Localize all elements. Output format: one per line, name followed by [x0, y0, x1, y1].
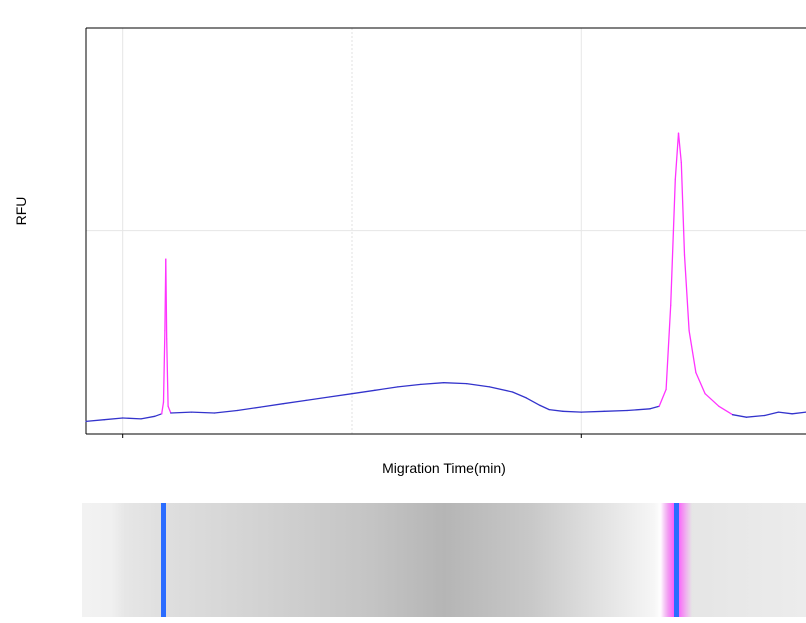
trace-segment	[603, 409, 628, 412]
trace-peak-segment	[670, 178, 676, 307]
trace-peak-segment	[718, 405, 734, 416]
trace-segment	[511, 391, 527, 399]
trace-segment	[122, 417, 142, 420]
trace-segment	[154, 413, 163, 417]
trace-segment	[649, 405, 660, 410]
trace-peak-segment	[665, 304, 672, 391]
trace-segment	[351, 389, 376, 395]
trace-segment	[259, 403, 284, 408]
trace-segment	[525, 397, 541, 407]
gel-background	[82, 503, 806, 617]
trace-peak-segment	[162, 329, 166, 403]
trace-peak-segment	[167, 405, 172, 414]
trace-segment	[140, 415, 156, 420]
x-axis-label: Migration Time(min)	[382, 460, 506, 476]
trace-peak-segment	[166, 338, 169, 407]
trace-segment	[305, 396, 330, 402]
trace-segment	[548, 408, 564, 412]
trace-peak-segment	[677, 132, 682, 164]
trace-segment	[374, 386, 399, 391]
trace-segment	[791, 411, 806, 415]
gel-image	[82, 503, 806, 617]
trace-peak-segment	[688, 329, 697, 374]
trace-segment	[328, 393, 353, 398]
trace-peak-segment	[695, 371, 706, 395]
trace-peak-segment	[658, 388, 667, 407]
trace-peak-segment	[161, 401, 165, 415]
trace-peak-segment	[683, 254, 690, 332]
trace-segment	[777, 411, 793, 415]
trace-segment	[103, 417, 124, 421]
trace-peak-segment	[674, 132, 680, 180]
trace-segment	[580, 410, 605, 413]
trace-segment	[236, 406, 261, 412]
trace-segment	[397, 383, 422, 388]
trace-segment	[626, 408, 651, 412]
trace-segment	[539, 404, 550, 411]
trace-lines	[85, 132, 806, 423]
plot-frame	[85, 27, 806, 435]
trace-segment	[443, 382, 468, 385]
y-axis-label: RFU	[13, 197, 29, 226]
trace-segment	[562, 410, 582, 413]
trace-segment	[488, 386, 514, 393]
grid-lines	[86, 28, 806, 434]
trace-peak-segment	[704, 393, 720, 407]
gel-band-5000	[674, 503, 679, 617]
trace-segment	[764, 411, 780, 417]
trace-segment	[465, 382, 491, 388]
trace-segment	[85, 419, 105, 423]
trace-peak-segment	[165, 258, 168, 340]
trace-segment	[731, 414, 748, 418]
trace-segment	[213, 409, 238, 414]
axis-ticks	[122, 434, 582, 438]
trace-segment	[282, 399, 307, 405]
trace-segment	[190, 411, 216, 414]
trace-segment	[170, 411, 193, 414]
trace-peak-segment	[680, 161, 686, 256]
electropherogram-chart: RFU Migration Time(min)	[13, 27, 806, 476]
gel-band-20	[161, 503, 166, 617]
trace-segment	[420, 382, 445, 386]
trace-segment	[745, 414, 766, 418]
